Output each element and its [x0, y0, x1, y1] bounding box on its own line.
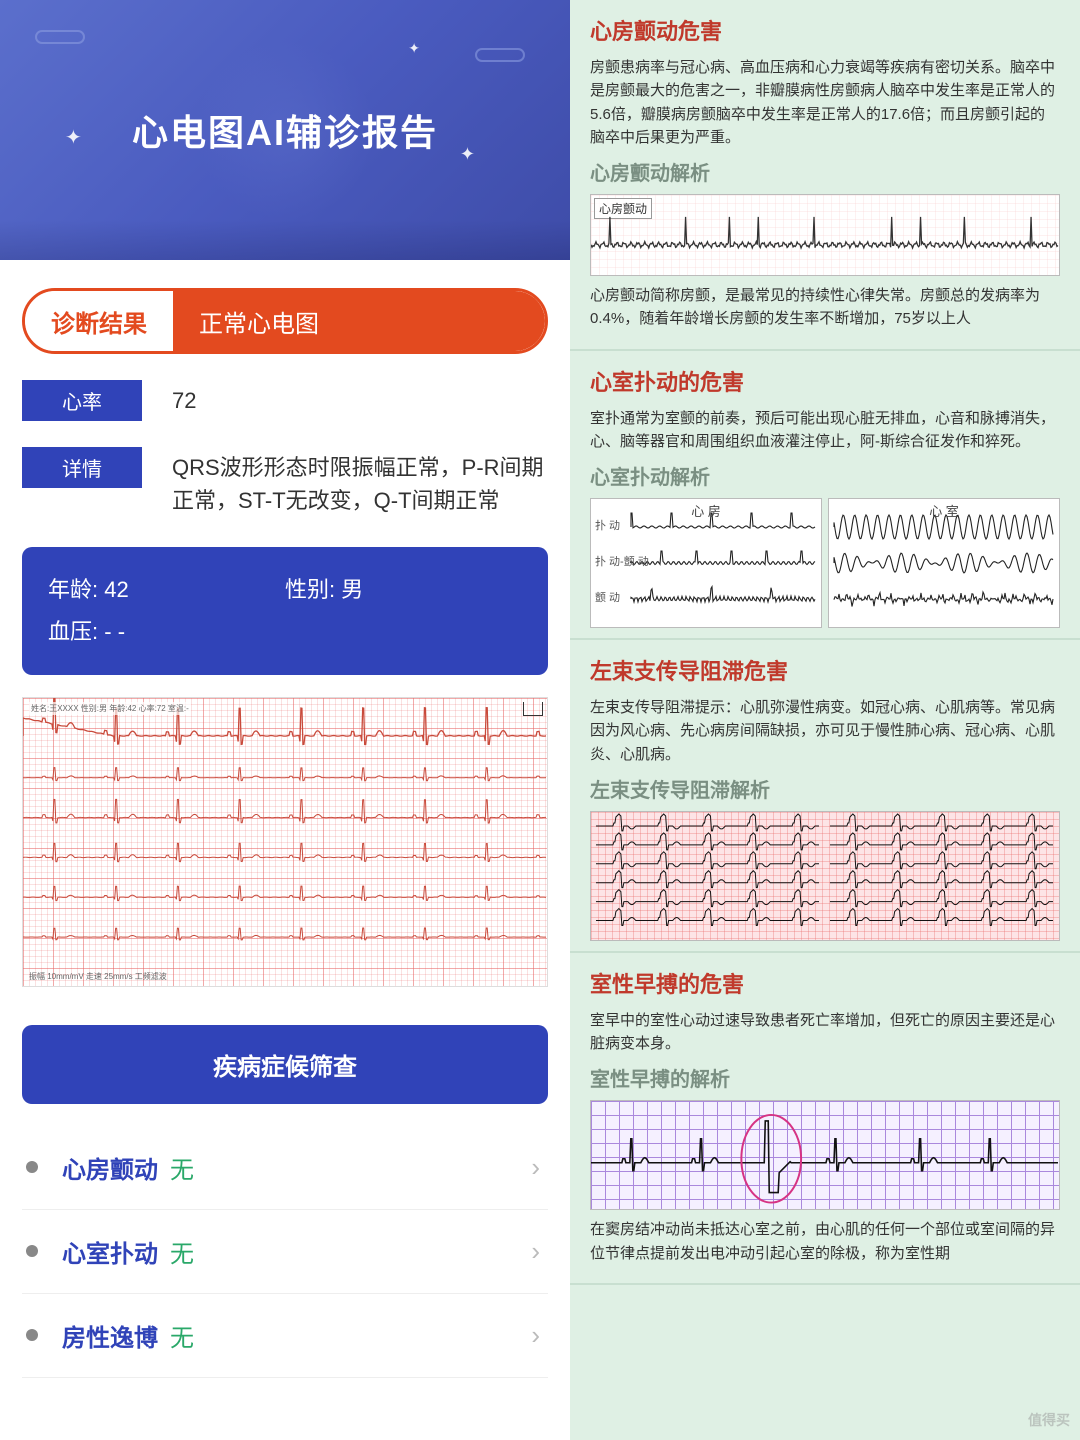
patient-sex: 性别: 男 — [285, 569, 522, 611]
screening-list: 心房颤动 无 › 心室扑动 无 › 房性逸博 无 › — [0, 1104, 570, 1378]
screening-value: 无 — [170, 1234, 194, 1269]
bullet-icon — [26, 1329, 38, 1341]
section-body: 室扑通常为室颤的前奏，预后可能出现心脏无排血，心音和脉搏消失，心、脑等器官和周围… — [590, 407, 1060, 454]
heartrate-row: 心率 72 — [22, 380, 548, 421]
details-value: QRS波形形态时限振幅正常，P-R间期正常，ST-T无改变，Q-T间期正常 — [142, 447, 548, 517]
info-section-1: 心室扑动的危害 室扑通常为室颤的前奏，预后可能出现心脏无排血，心音和脉搏消失，心… — [570, 351, 1080, 641]
section-after: 在窦房结冲动尚未抵达心室之前，由心肌的任何一个部位或室间隔的异位节律点提前发出电… — [590, 1218, 1060, 1265]
section-subtitle: 左束支传导阻滞解析 — [590, 774, 1060, 803]
patient-bp: 血压: - - — [48, 611, 285, 653]
section-after: 心房颤动简称房颤，是最常见的持续性心律失常。房颤总的发病率为0.4%，随着年龄增… — [590, 284, 1060, 331]
vflutter-figure: 心 房 扑 动扑 动-颤 动颤 动 心 室 — [590, 498, 1060, 628]
screening-item-2[interactable]: 房性逸博 无 › — [22, 1294, 548, 1378]
screening-value: 无 — [170, 1318, 194, 1353]
chevron-right-icon: › — [531, 1236, 540, 1267]
section-title: 左束支传导阻滞危害 — [590, 654, 1060, 686]
section-title: 心房颤动危害 — [590, 14, 1060, 46]
section-title: 室性早搏的危害 — [590, 967, 1060, 999]
pvc-figure — [590, 1100, 1060, 1210]
details-label: 详情 — [22, 447, 142, 488]
ecg-main[interactable]: 姓名:王XXXX 性别:男 年龄:42 心率:72 室温:- 振幅 10mm/m… — [22, 697, 548, 987]
info-panel: 心房颤动危害 房颤患病率与冠心病、高血压病和心力衰竭等疾病有密切关系。脑卒中是房… — [570, 0, 1080, 1440]
section-title: 心室扑动的危害 — [590, 365, 1060, 397]
diagnosis-label: 诊断结果 — [25, 291, 173, 351]
info-section-0: 心房颤动危害 房颤患病率与冠心病、高血压病和心力衰竭等疾病有密切关系。脑卒中是房… — [570, 0, 1080, 351]
banner: ✦✦✦ 心电图AI辅诊报告 — [0, 0, 570, 260]
patient-age: 年龄: 42 — [48, 569, 285, 611]
info-section-2: 左束支传导阻滞危害 左束支传导阻滞提示：心肌弥漫性病变。如冠心病、心肌病等。常见… — [570, 640, 1080, 953]
report-panel: ✦✦✦ 心电图AI辅诊报告 诊断结果 正常心电图 心率 72 详情 QRS波形形… — [0, 0, 570, 1440]
screening-name: 房性逸博 — [62, 1318, 158, 1353]
bullet-icon — [26, 1245, 38, 1257]
section-body: 左束支传导阻滞提示：心肌弥漫性病变。如冠心病、心肌病等。常见病因为风心病、先心病… — [590, 696, 1060, 766]
ecg-header: 姓名:王XXXX 性别:男 年龄:42 心率:72 室温:- — [29, 702, 191, 715]
diagnosis-pill: 诊断结果 正常心电图 — [22, 288, 548, 354]
screening-name: 心房颤动 — [62, 1150, 158, 1185]
banner-title: 心电图AI辅诊报告 — [132, 104, 438, 156]
ecg-footer: 振幅 10mm/mV 走速 25mm/s 工频滤波 — [29, 971, 167, 982]
patient-box: 年龄: 42 性别: 男 血压: - - — [22, 547, 548, 675]
section-subtitle: 心房颤动解析 — [590, 157, 1060, 186]
chevron-right-icon: › — [531, 1152, 540, 1183]
diagnosis-value: 正常心电图 — [173, 291, 545, 351]
screening-value: 无 — [170, 1150, 194, 1185]
section-body: 房颤患病率与冠心病、高血压病和心力衰竭等疾病有密切关系。脑卒中是房颤最大的危害之… — [590, 56, 1060, 149]
info-section-3: 室性早搏的危害 室早中的室性心动过速导致患者死亡率增加，但死亡的原因主要还是心脏… — [570, 953, 1080, 1285]
afib-figure: 心房颤动 — [590, 194, 1060, 276]
heartrate-label: 心率 — [22, 380, 142, 421]
lbbb-figure — [590, 811, 1060, 941]
section-subtitle: 室性早搏的解析 — [590, 1063, 1060, 1092]
heartrate-value: 72 — [142, 380, 196, 417]
screening-item-0[interactable]: 心房颤动 无 › — [22, 1126, 548, 1210]
section-body: 室早中的室性心动过速导致患者死亡率增加，但死亡的原因主要还是心脏病变本身。 — [590, 1009, 1060, 1056]
watermark: 值得买 — [1028, 1410, 1070, 1430]
bullet-icon — [26, 1161, 38, 1173]
details-row: 详情 QRS波形形态时限振幅正常，P-R间期正常，ST-T无改变，Q-T间期正常 — [22, 447, 548, 517]
chevron-right-icon: › — [531, 1320, 540, 1351]
section-subtitle: 心室扑动解析 — [590, 461, 1060, 490]
screening-item-1[interactable]: 心室扑动 无 › — [22, 1210, 548, 1294]
screening-name: 心室扑动 — [62, 1234, 158, 1269]
screening-header: 疾病症候筛查 — [22, 1025, 548, 1104]
